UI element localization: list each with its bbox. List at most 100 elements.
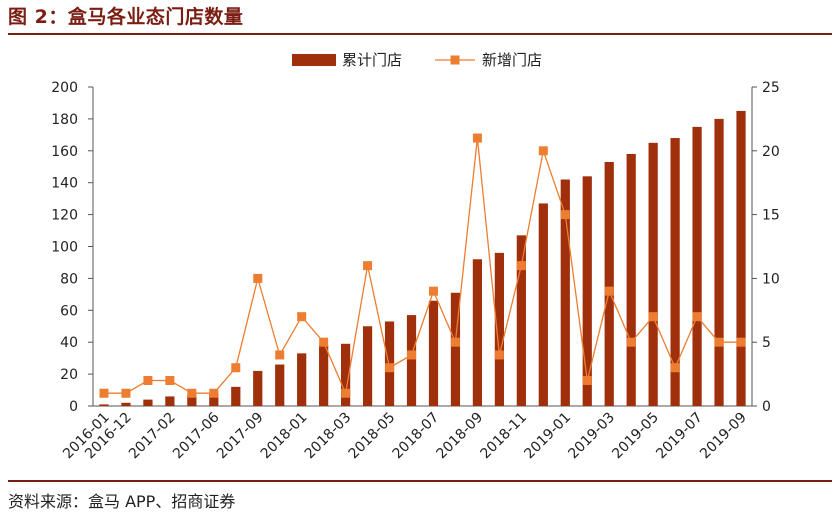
point-2016-01	[99, 388, 109, 398]
point-2018-04	[363, 261, 373, 271]
bar-2019-05	[648, 142, 658, 406]
legend-line-marker	[450, 55, 460, 65]
y-right-tick-label: 25	[762, 80, 780, 96]
y-right-tick-label: 10	[762, 271, 780, 287]
y-right-tick-label: 0	[762, 399, 771, 415]
bar-2018-02	[319, 345, 329, 406]
x-tick-label: 2018-03	[302, 410, 355, 463]
point-2018-07	[428, 286, 438, 296]
figure-title: 图 2：盒马各业态门店数量	[8, 6, 244, 28]
bar-2018-11	[516, 235, 526, 406]
y-left-tick-label: 40	[60, 335, 78, 351]
x-tick-label: 2017-09	[214, 410, 267, 463]
point-2017-06	[209, 388, 219, 398]
x-tick-label: 2018-07	[390, 410, 443, 463]
chart-area: 0 20 40 60 80 100 120 140 160 180 200 0 5 10 15 20 25 201…	[51, 51, 780, 463]
bar-2019-01	[560, 179, 570, 406]
point-2019-03	[604, 286, 614, 296]
x-tick-label: 2018-01	[258, 410, 311, 463]
bar-2017-06	[209, 393, 219, 406]
y-right-tick-label: 5	[762, 335, 771, 351]
bar-2018-12	[538, 203, 548, 406]
x-tick-label: 2019-01	[521, 410, 574, 463]
point-2018-12	[538, 146, 548, 156]
x-tick-label: 2019-07	[653, 410, 706, 463]
bar-2019-09	[736, 110, 746, 407]
point-2019-08	[714, 337, 724, 347]
legend-bar-label: 累计门店	[342, 51, 402, 69]
source-rule	[8, 480, 832, 482]
bar-2018-06	[406, 315, 417, 406]
y-right-tick-label: 20	[762, 144, 780, 160]
point-2017-08	[231, 363, 241, 373]
point-2019-07	[692, 312, 702, 322]
bar-2017-08	[231, 386, 241, 406]
y-left-tick-label: 100	[51, 240, 78, 256]
point-2019-05	[648, 312, 658, 322]
bar-2019-08	[714, 118, 724, 407]
source-note: 资料来源：盒马 APP、招商证券	[8, 492, 236, 511]
y-left-tick-label: 80	[60, 271, 78, 287]
point-2017-09	[253, 273, 263, 283]
bar-2019-04	[626, 153, 636, 406]
bar-2018-07	[428, 300, 439, 406]
y-left-tick-label: 120	[51, 208, 78, 224]
bar-2017-03	[187, 394, 197, 406]
point-2018-11	[516, 261, 526, 271]
point-2016-12	[121, 388, 131, 398]
y-left-tick-label: 200	[51, 80, 78, 96]
y-left-tick-label: 160	[51, 144, 78, 160]
point-2017-01	[143, 375, 153, 385]
bar-2017-09	[253, 370, 263, 406]
new-stores-line	[104, 137, 741, 396]
bar-2019-07	[692, 126, 702, 406]
point-2018-03	[341, 388, 351, 398]
point-2017-03	[187, 388, 197, 398]
y-left-tick-label: 140	[51, 176, 78, 192]
point-2018-01	[297, 312, 307, 322]
x-tick-label: 2018-05	[346, 410, 399, 463]
bar-2017-02	[165, 396, 175, 406]
y-left-tick-label: 20	[60, 367, 78, 383]
y-left-tick-label: 60	[60, 303, 78, 319]
point-2019-01	[560, 210, 570, 220]
point-2018-06	[407, 350, 417, 360]
y-right-tick-label: 15	[762, 208, 780, 224]
y-left-tick-label: 180	[51, 112, 78, 128]
bar-2019-02	[582, 176, 592, 406]
x-tick-label: 2017-06	[170, 409, 223, 462]
x-tick-label: 2019-03	[565, 410, 618, 463]
point-2018-09	[472, 133, 482, 143]
x-tick-label: 2018-11	[477, 410, 530, 463]
bar-2018-04	[362, 326, 373, 406]
bar-2016-01	[99, 404, 109, 406]
bar-2018-01	[297, 353, 307, 406]
point-2019-09	[736, 337, 746, 347]
x-tick-label: 2019-05	[609, 410, 662, 463]
bar-2018-09	[472, 259, 483, 406]
point-2018-10	[494, 350, 504, 360]
x-tick-label: 2018-09	[434, 410, 487, 463]
point-2018-02	[319, 337, 329, 347]
bar-2016-12	[121, 402, 131, 406]
x-tick-label: 2017-02	[126, 410, 179, 463]
point-2018-05	[385, 363, 395, 373]
point-2019-06	[670, 363, 680, 373]
y-left-tick-label: 0	[69, 399, 78, 415]
bar-2018-03	[341, 343, 351, 406]
point-2017-02	[165, 375, 175, 385]
point-2018-08	[450, 337, 460, 347]
bar-2019-03	[604, 161, 614, 406]
bar-2018-10	[494, 252, 504, 406]
legend-bar-swatch	[292, 54, 336, 66]
bar-2017-10	[275, 364, 285, 406]
bar-2019-06	[670, 138, 680, 406]
x-tick-label: 2019-09	[697, 410, 750, 463]
title-rule	[8, 33, 832, 35]
point-2019-04	[626, 337, 636, 347]
point-2019-02	[582, 375, 592, 385]
point-2017-10	[275, 350, 285, 360]
bar-2017-01	[143, 399, 153, 406]
legend-line-label: 新增门店	[482, 51, 542, 69]
bar-2018-08	[450, 292, 461, 406]
